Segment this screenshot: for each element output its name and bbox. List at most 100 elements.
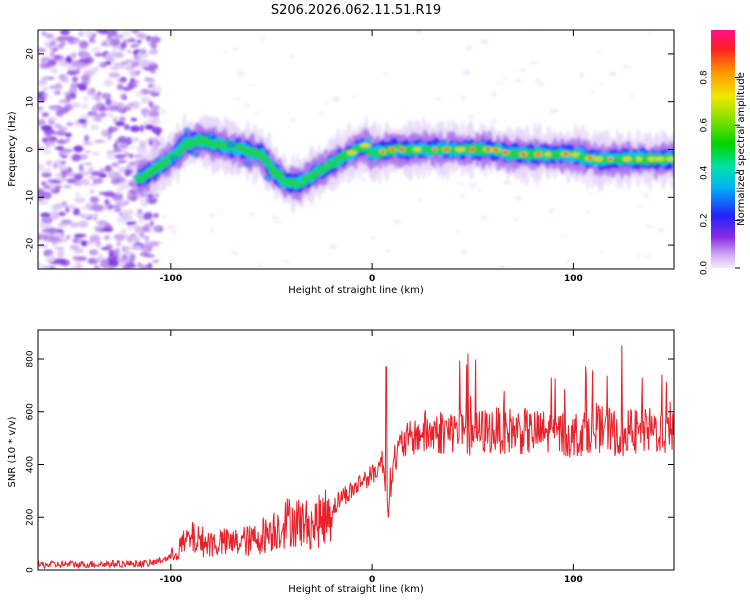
noise-blob [81,103,89,109]
noise-blob [636,205,645,208]
noise-blob [49,41,57,46]
noise-blob [54,246,65,251]
ridge-blob [162,161,169,169]
y-tick-label: 200 [26,508,36,525]
noise-blob [49,106,61,112]
noise-blob [60,106,69,114]
x-tick-label: -100 [160,575,183,585]
noise-blob [393,219,402,224]
noise-blob [368,237,378,240]
noise-blob [51,203,61,212]
noise-blob [61,165,69,170]
noise-blob [64,132,72,138]
colorbar-tick-label: 0.4 [700,165,710,180]
noise-blob [151,126,163,134]
spectrogram-area [38,30,674,269]
noise-blob [138,265,151,269]
noise-blob [39,62,49,69]
noise-blob [416,198,423,202]
noise-blob [139,252,150,257]
noise-blob [38,262,42,268]
noise-blob [73,179,83,187]
noise-blob [72,207,78,216]
noise-blob [63,171,76,177]
noise-blob [107,113,114,118]
noise-blob [108,265,114,269]
noise-blob [148,64,157,69]
noise-blob [71,76,79,83]
noise-blob [116,186,123,195]
noise-blob [42,92,50,99]
noise-blob [68,87,78,95]
ridge-blob [265,176,270,180]
noise-blob [108,249,115,257]
noise-blob [55,130,67,136]
noise-blob [45,33,54,39]
noise-blob [643,255,653,258]
noise-blob [83,162,93,166]
noise-blob [291,117,296,124]
ridge-hotspot [454,147,466,152]
noise-blob [55,229,64,233]
noise-blob [129,125,141,133]
noise-blob [74,62,86,69]
noise-blob [535,78,541,84]
noise-blob [38,191,45,198]
noise-blob [559,234,568,238]
noise-blob [112,117,118,123]
noise-blob [139,140,147,149]
noise-blob [579,72,584,79]
noise-blob [73,247,84,254]
noise-blob [106,56,115,62]
noise-blob [38,48,47,53]
snr-frame [37,329,675,571]
noise-blob [209,228,215,233]
noise-blob [140,59,152,68]
spectrogram-x-label: Height of straight line (km) [288,285,424,296]
noise-blob [40,125,53,131]
noise-blob [96,220,109,226]
colorbar-ticks: 0.0 0.2 0.4 0.6 0.8 [700,70,740,275]
noise-blob [499,81,503,86]
noise-blob [112,197,124,202]
noise-blob [88,175,96,180]
noise-blob [143,211,154,220]
chart-title: S206.2026.062.11.51.R19 [271,3,441,18]
noise-blob [274,220,283,224]
noise-blob [116,240,122,248]
noise-blob [38,142,42,147]
ridge-hotspot [389,148,396,151]
noise-blob [137,39,142,44]
ridge-blob [616,155,624,160]
noise-blob [361,176,366,183]
noise-blob [103,79,114,87]
noise-blob [143,242,149,249]
noise-blob [85,203,93,209]
noise-blob [65,137,71,143]
noise-blob [548,208,554,214]
noise-blob [630,93,634,99]
noise-blob [38,106,44,111]
noise-blob [549,108,559,114]
noise-blob [38,196,44,202]
noise-blob [95,239,101,248]
noise-blob [108,126,114,135]
ridge-hotspot [346,150,358,155]
noise-blob [150,118,161,125]
noise-blob [120,30,131,37]
noise-blob [51,212,60,220]
noise-blob [114,34,124,39]
noise-blob [489,119,498,124]
noise-blob [129,254,135,263]
noise-blob [41,216,53,224]
noise-blob [386,249,391,253]
ridge-blob [184,128,189,132]
noise-blob [538,82,547,86]
noise-blob [129,70,140,77]
noise-blob [80,114,91,119]
noise-blob [78,256,87,262]
noise-blob [88,249,99,256]
noise-blob [222,49,228,54]
noise-blob [231,250,239,256]
noise-blob [41,30,47,36]
